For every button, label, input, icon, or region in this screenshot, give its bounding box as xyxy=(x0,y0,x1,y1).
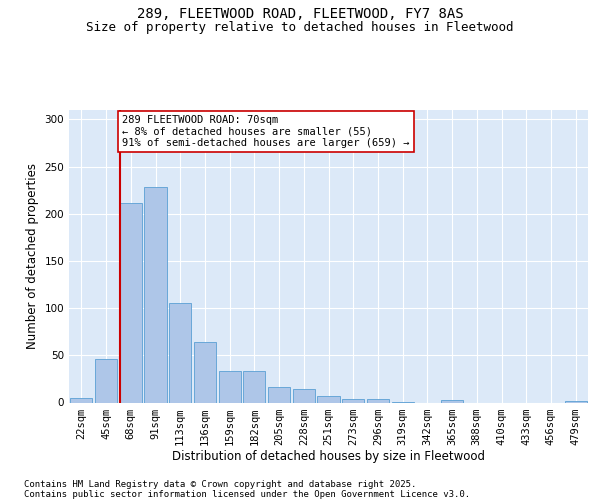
Bar xyxy=(119,204,142,402)
Text: 289 FLEETWOOD ROAD: 70sqm
← 8% of detached houses are smaller (55)
91% of semi-d: 289 FLEETWOOD ROAD: 70sqm ← 8% of detach… xyxy=(122,114,410,148)
Bar xyxy=(367,398,389,402)
Y-axis label: Number of detached properties: Number of detached properties xyxy=(26,163,39,349)
Bar xyxy=(268,388,290,402)
Bar xyxy=(145,188,167,402)
Bar xyxy=(95,359,117,403)
X-axis label: Distribution of detached houses by size in Fleetwood: Distribution of detached houses by size … xyxy=(172,450,485,464)
Bar xyxy=(565,400,587,402)
Bar xyxy=(342,398,364,402)
Bar xyxy=(70,398,92,402)
Bar xyxy=(194,342,216,402)
Text: Size of property relative to detached houses in Fleetwood: Size of property relative to detached ho… xyxy=(86,21,514,34)
Bar xyxy=(243,372,265,402)
Bar xyxy=(293,390,315,402)
Text: Contains HM Land Registry data © Crown copyright and database right 2025.
Contai: Contains HM Land Registry data © Crown c… xyxy=(24,480,470,499)
Bar xyxy=(441,400,463,402)
Text: 289, FLEETWOOD ROAD, FLEETWOOD, FY7 8AS: 289, FLEETWOOD ROAD, FLEETWOOD, FY7 8AS xyxy=(137,8,463,22)
Bar xyxy=(169,304,191,402)
Bar xyxy=(218,372,241,402)
Bar xyxy=(317,396,340,402)
